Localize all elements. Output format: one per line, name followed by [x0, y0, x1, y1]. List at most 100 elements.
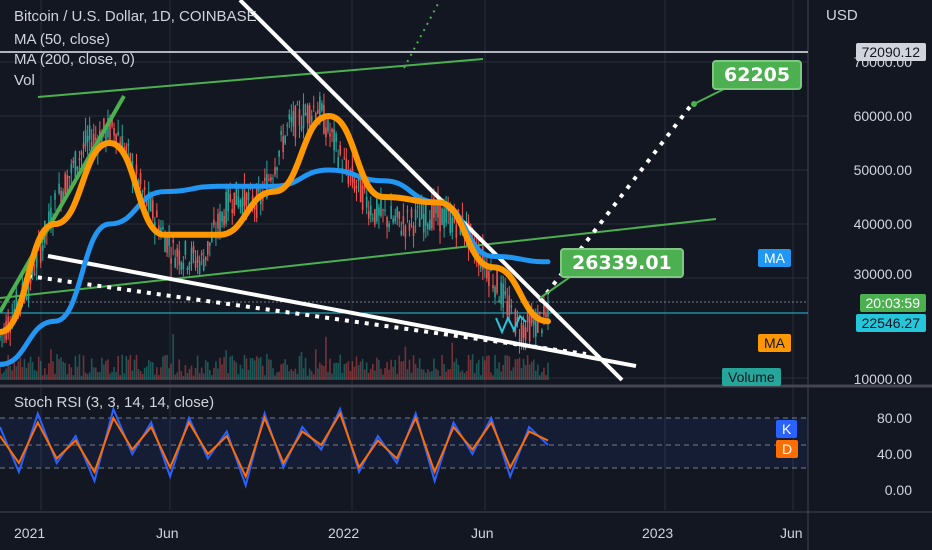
volume-bar	[99, 371, 101, 380]
candle-body	[296, 104, 299, 106]
callout-26339[interactable]: 26339.01	[560, 248, 684, 278]
volume-bar	[479, 375, 482, 380]
candle-body	[388, 223, 390, 228]
candle-body	[68, 176, 71, 179]
volume-bar	[64, 362, 66, 380]
candle-body	[445, 205, 447, 224]
candle-body	[306, 104, 309, 124]
white-dotted-projection	[538, 102, 694, 304]
volume-bar	[510, 370, 513, 380]
volume-bar	[394, 359, 397, 380]
volume-bar	[420, 369, 423, 380]
volume-bar	[121, 354, 124, 380]
candle-body	[314, 113, 317, 119]
volume-bar	[125, 356, 128, 380]
volume-bar	[204, 360, 207, 380]
volume-bar	[158, 375, 160, 380]
callout-62205[interactable]: 62205	[712, 60, 803, 90]
volume-bar	[486, 355, 488, 380]
candle-body	[151, 200, 154, 219]
candle-body	[229, 193, 232, 202]
candle-body	[121, 136, 124, 156]
volume-bar	[13, 358, 16, 380]
date-label-2021: 2021	[14, 525, 46, 541]
candle-body	[41, 245, 44, 251]
candle-body	[247, 191, 250, 201]
volume-bar	[58, 359, 60, 380]
volume-bar	[123, 373, 126, 380]
volume-bar	[5, 368, 7, 380]
candle-body	[304, 112, 307, 115]
candle-body	[253, 205, 256, 210]
volume-bar	[388, 369, 390, 380]
volume-bar	[473, 373, 476, 380]
candle-body	[182, 262, 185, 270]
candle-body	[143, 187, 146, 190]
current-price-tag: 22546.27	[855, 314, 926, 332]
volume-bar	[541, 372, 543, 380]
candle-body	[337, 157, 339, 168]
volume-bar	[437, 370, 439, 380]
volume-bar	[219, 357, 221, 380]
volume-bar	[23, 358, 26, 380]
candle-body	[139, 173, 142, 185]
rsi-axis-80: 80.00	[876, 410, 912, 426]
candle-body	[200, 252, 203, 256]
candle-body	[345, 158, 348, 171]
candle-body	[486, 266, 488, 279]
white-dotted-support	[27, 274, 587, 356]
candle-body	[290, 116, 293, 123]
volume-bar	[268, 359, 270, 380]
candle-body	[196, 256, 199, 263]
volume-bar	[52, 361, 54, 380]
volume-bar	[25, 367, 28, 380]
candle-body	[365, 196, 368, 208]
volume-bar	[107, 359, 109, 380]
volume-bar	[376, 357, 378, 380]
rsi-k-badge: K	[776, 420, 798, 438]
candle-body	[48, 211, 50, 225]
volume-bar	[245, 358, 248, 380]
candle-body	[70, 163, 73, 174]
candle-body	[164, 236, 166, 253]
volume-bar	[463, 373, 466, 380]
candle-body	[516, 317, 519, 321]
symbol-title: Bitcoin / U.S. Dollar, 1D, COINBASE	[14, 8, 257, 25]
volume-bar	[200, 367, 203, 380]
volume-bar	[198, 373, 201, 380]
volume-bar	[380, 368, 382, 380]
green-lower-channel	[0, 218, 717, 299]
candle-body	[233, 192, 236, 214]
volume-bar	[162, 356, 164, 380]
candle-body	[534, 313, 537, 337]
candle-body	[192, 246, 195, 254]
currency-label: USD	[826, 7, 858, 24]
volume-bar	[359, 361, 362, 380]
volume-bar	[264, 375, 266, 380]
volume-bar	[103, 364, 105, 380]
candle-body	[82, 143, 85, 149]
volume-bar	[494, 355, 496, 380]
volume-bar	[416, 368, 419, 380]
candle-body	[420, 203, 423, 219]
candle-body	[437, 199, 439, 218]
candle-body	[402, 216, 405, 225]
candle-body	[528, 315, 531, 342]
volume-bar	[135, 354, 138, 380]
candle-body	[333, 129, 335, 151]
volume-bar	[347, 361, 350, 380]
candle-body	[522, 325, 525, 338]
volume-bar	[231, 355, 234, 380]
volume-bar	[390, 359, 392, 380]
ma200-badge: MA	[758, 249, 791, 267]
volume-bar	[101, 357, 103, 380]
volume-bar	[41, 375, 44, 380]
volume-bar	[15, 366, 18, 380]
candle-body	[518, 339, 521, 342]
volume-bar	[490, 372, 492, 380]
volume-bar	[386, 362, 388, 380]
volume-bar	[145, 366, 148, 380]
candle-body	[343, 157, 346, 159]
candle-body	[427, 224, 429, 229]
